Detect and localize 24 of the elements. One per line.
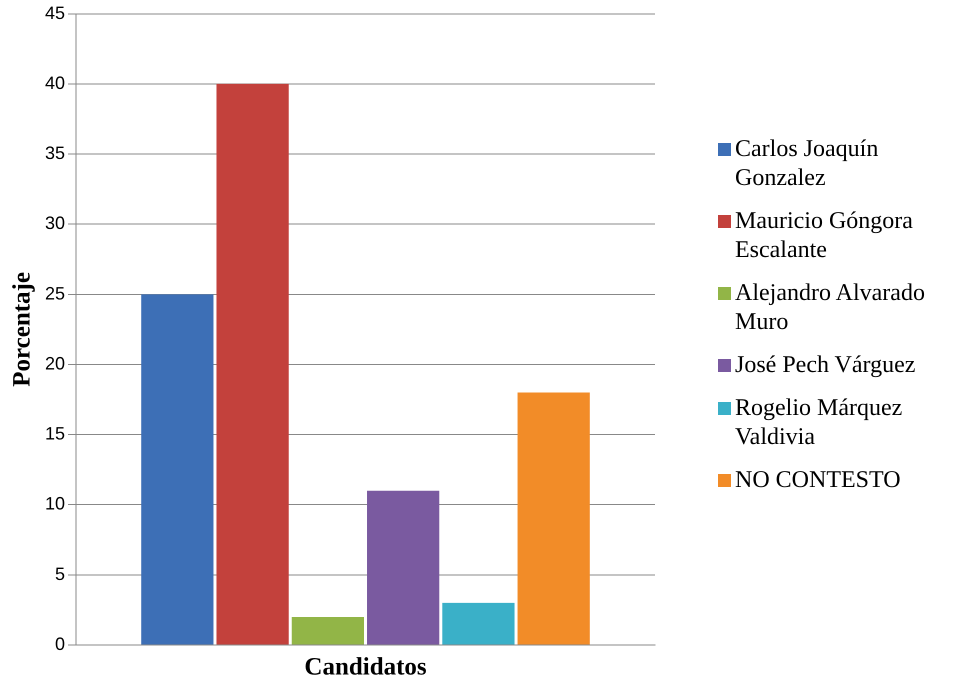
y-tick-label: 40 [44, 72, 66, 93]
y-tick-label: 10 [44, 494, 66, 514]
bar [518, 392, 590, 644]
bar [141, 294, 214, 644]
bar [292, 616, 364, 644]
y-tick-label: 15 [44, 424, 66, 444]
y-tick-label: 25 [44, 283, 66, 304]
y-tick-label: 35 [44, 143, 66, 164]
y-axis-title: Porcentaje [8, 272, 36, 387]
x-axis-title: Candidatos [304, 653, 427, 680]
y-tick-label: 20 [44, 353, 66, 374]
y-tick-label: 5 [55, 564, 66, 584]
bar [367, 490, 440, 644]
legend-label: Mauricio Góngora Escalante [735, 207, 914, 265]
legend-label: NO CONTESTO [735, 466, 901, 495]
legend-label: Alejandro Alvarado Muro [735, 279, 926, 337]
legend-label: Rogelio Márquez Valdivia [735, 394, 904, 452]
y-tick-label: 45 [44, 2, 66, 23]
legend-label: José Pech Várguez [735, 351, 916, 380]
legend-label: Carlos Joaquín Gonzalez [735, 135, 880, 193]
bar [442, 602, 515, 644]
bar [216, 84, 289, 644]
y-tick-label: 0 [55, 634, 66, 654]
y-tick-label: 30 [44, 213, 66, 234]
